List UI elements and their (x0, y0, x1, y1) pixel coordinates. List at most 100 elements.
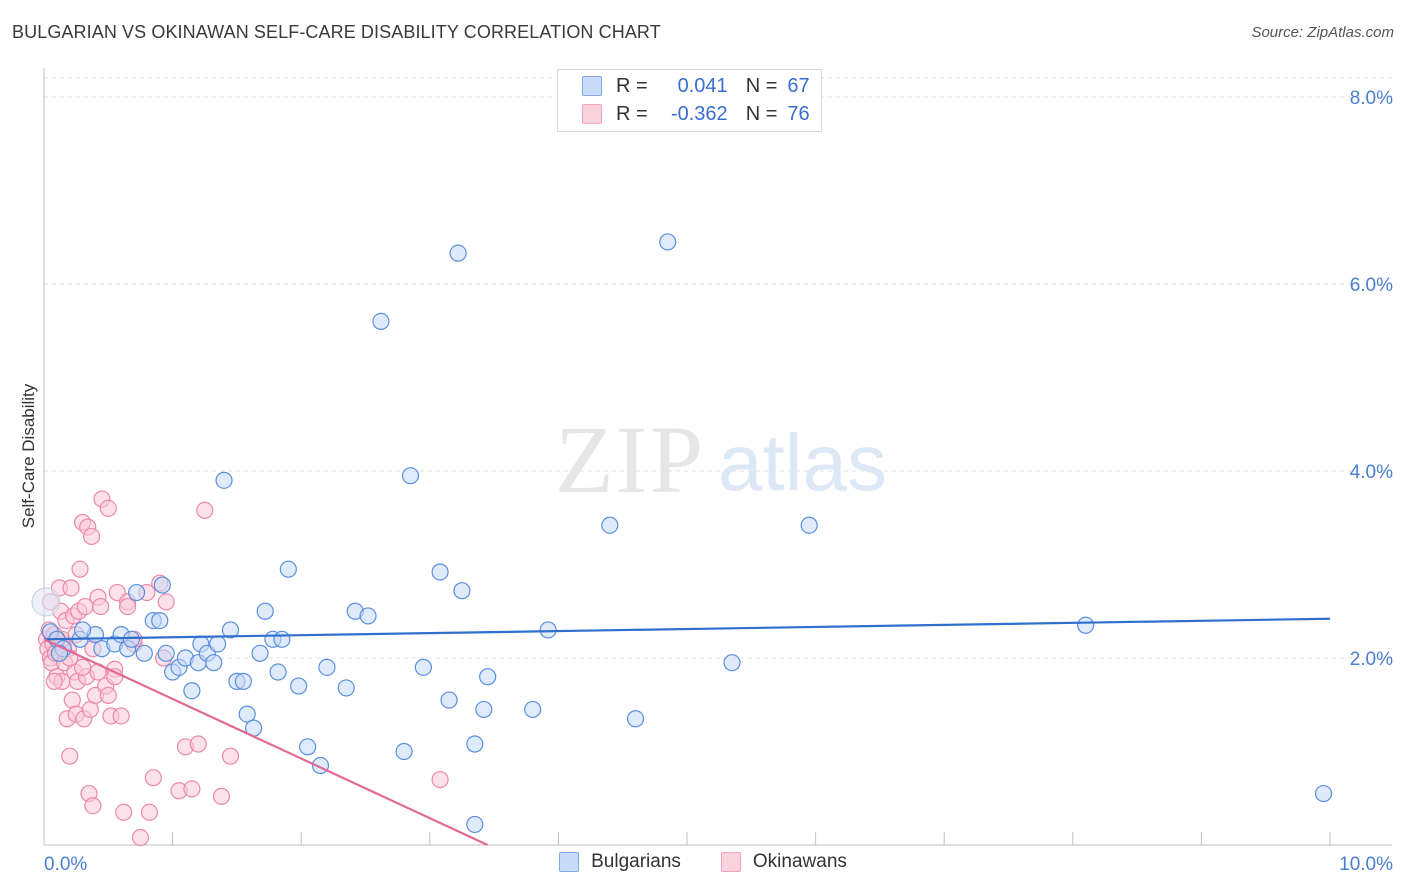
point-okinawans (82, 527, 101, 546)
legend-label-bulgarians: Bulgarians (591, 851, 681, 872)
series-legend: Bulgarians Okinawans (0, 851, 1406, 873)
point-bulgarians (449, 244, 467, 262)
point-bulgarians (221, 621, 240, 639)
point-okinawans (115, 803, 133, 821)
point-bulgarians (256, 602, 274, 620)
legend-swatch-bulgarians (582, 76, 602, 96)
point-bulgarians (135, 644, 153, 662)
y-tick-labels: 2.0% 4.0% 6.0% 8.0% (1350, 88, 1393, 670)
legend-row-okinawans: R = -0.362 N = 76 (582, 102, 810, 126)
y-axis-label: Self-Care Disability (19, 383, 38, 528)
legend-n-value: 76 (787, 102, 810, 125)
point-bulgarians (440, 691, 458, 709)
point-okinawans (99, 499, 117, 517)
point-okinawans (431, 770, 449, 789)
point-bulgarians (475, 700, 493, 719)
point-bulgarians (466, 735, 484, 753)
point-okinawans (212, 787, 231, 805)
point-bulgarians (601, 516, 619, 534)
point-bulgarians (401, 467, 420, 485)
data-points (31, 233, 1333, 847)
legend-item-bulgarians: Bulgarians (559, 851, 681, 873)
legend-r-label: R = (616, 102, 648, 125)
point-okinawans (183, 780, 201, 798)
point-bulgarians (209, 635, 227, 653)
point-bulgarians (453, 582, 471, 600)
legend-swatch-okinawans (582, 104, 602, 124)
point-bulgarians (183, 682, 201, 700)
point-bulgarians (127, 583, 146, 602)
point-okinawans (118, 597, 137, 616)
point-bulgarians (359, 607, 377, 625)
point-okinawans (140, 803, 159, 821)
trend-lines (43, 617, 1331, 846)
legend-r-value: -0.362 (670, 102, 728, 125)
point-bulgarians (414, 658, 432, 676)
x-tick-label: 0.0% (44, 854, 87, 875)
point-okinawans (189, 735, 207, 753)
legend-n-value: 67 (787, 74, 810, 97)
point-bulgarians (50, 644, 69, 662)
point-okinawans (112, 707, 130, 725)
y-tick-label: 8.0% (1350, 88, 1393, 109)
point-bulgarians (299, 738, 317, 756)
point-bulgarians (539, 621, 557, 639)
legend-swatch-bulgarians (559, 852, 580, 872)
gridlines (44, 77, 1392, 659)
legend-label-okinawans: Okinawans (752, 851, 847, 872)
point-okinawans (61, 747, 79, 765)
legend-item-okinawans: Okinawans (720, 851, 847, 873)
x-tick-label: 10.0% (1339, 854, 1393, 875)
point-bulgarians (122, 630, 141, 648)
chart-title: BULGARIAN VS OKINAWAN SELF-CARE DISABILI… (12, 22, 661, 42)
point-okinawans (221, 747, 240, 765)
legend-n-label: N = (745, 102, 778, 125)
point-bulgarians (73, 621, 92, 639)
point-okinawans (91, 597, 110, 616)
point-bulgarians (626, 710, 645, 728)
point-okinawans (196, 501, 214, 519)
point-bulgarians (151, 611, 169, 630)
point-okinawans (62, 579, 80, 597)
point-bulgarians (466, 815, 484, 834)
point-bulgarians (1314, 784, 1333, 803)
point-bulgarians (205, 654, 223, 672)
point-okinawans (157, 593, 175, 611)
point-bulgarians (238, 705, 256, 723)
point-okinawans (45, 672, 63, 690)
legend-row-bulgarians: R = 0.041 N = 67 (582, 74, 810, 98)
point-bulgarians (800, 516, 818, 534)
point-okinawans (84, 797, 102, 815)
point-bulgarians (318, 658, 336, 676)
watermark-zip: ZIP (555, 406, 705, 513)
point-bulgarians (273, 630, 291, 648)
legend-n-label: N = (745, 74, 778, 97)
point-bulgarians (337, 679, 355, 697)
x-tick-labels: 0.0% 10.0% (44, 854, 1393, 875)
y-tick-label: 2.0% (1350, 649, 1393, 670)
point-bulgarians (372, 312, 390, 330)
point-bulgarians (153, 576, 171, 594)
trend-line-okinawans (43, 638, 489, 846)
point-okinawans (131, 828, 150, 847)
watermark-atlas: atlas (718, 418, 887, 507)
point-bulgarians (524, 700, 542, 719)
point-okinawans (63, 691, 81, 709)
point-bulgarians (269, 663, 287, 681)
point-bulgarians (431, 563, 449, 581)
point-bulgarians (1077, 616, 1095, 634)
point-bulgarians (395, 742, 413, 761)
point-okinawans (71, 560, 89, 578)
point-bulgarians (234, 672, 252, 690)
legend-swatch-okinawans (720, 852, 741, 872)
source-label: Source: ZipAtlas.com (1251, 24, 1394, 41)
point-bulgarians (290, 677, 308, 695)
y-tick-label: 6.0% (1350, 275, 1393, 296)
point-bulgarians (723, 654, 741, 672)
point-cluster (31, 587, 61, 617)
point-okinawans (144, 769, 162, 787)
y-tick-label: 4.0% (1350, 462, 1393, 483)
point-okinawans (99, 686, 117, 705)
legend-r-value: 0.041 (677, 74, 728, 97)
